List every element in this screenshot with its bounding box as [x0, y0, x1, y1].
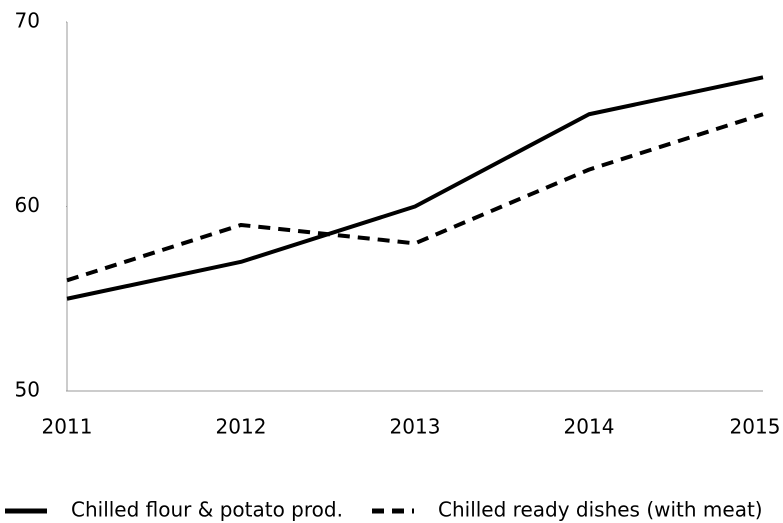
x-tick-label: 2013	[390, 415, 441, 439]
series-line	[66, 112, 764, 283]
y-tick-label: 60	[15, 193, 40, 217]
y-tick-label: 50	[15, 378, 40, 402]
y-tick-label: 70	[15, 9, 40, 33]
x-tick-label: 2012	[216, 415, 267, 439]
x-tick-label: 2011	[42, 415, 93, 439]
series-line	[66, 75, 764, 301]
legend-label: Chilled ready dishes (with meat)	[438, 498, 763, 522]
x-tick-label: 2015	[730, 415, 781, 439]
x-tick-label: 2014	[564, 415, 615, 439]
legend-label: Chilled flour & potato prod.	[71, 498, 343, 522]
